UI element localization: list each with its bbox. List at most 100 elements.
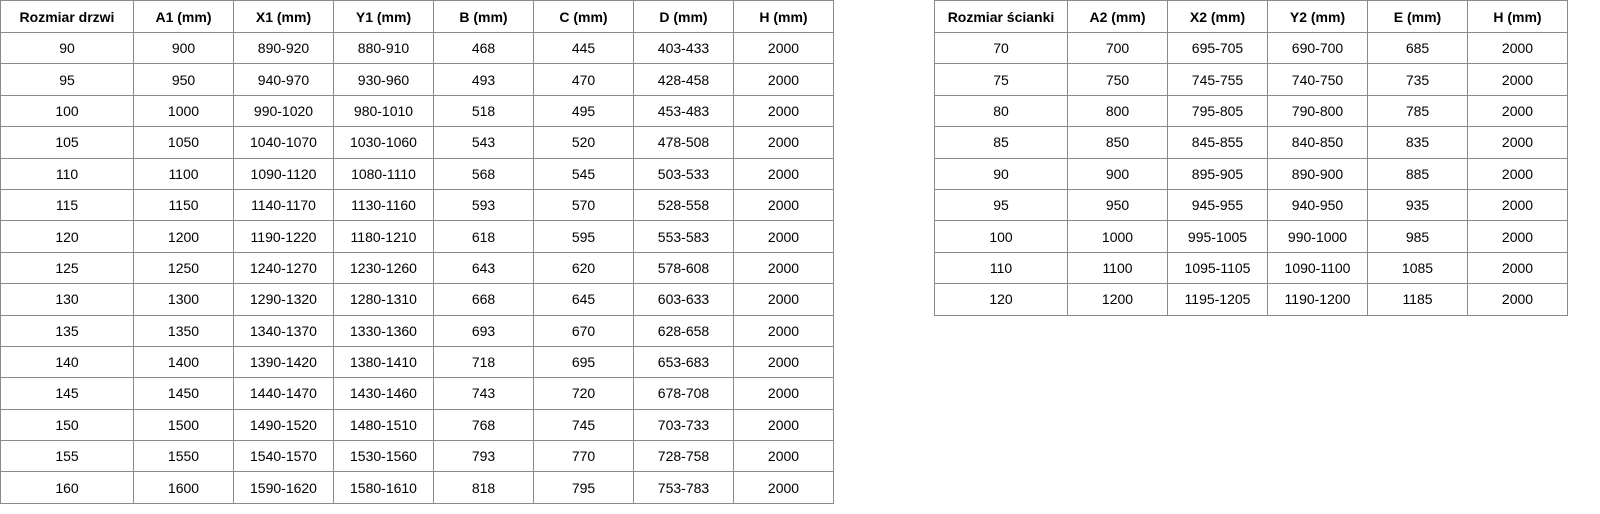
table-cell: 670 [533, 314, 634, 347]
table-cell: 2000 [1467, 283, 1568, 316]
table-cell: 468 [433, 31, 534, 65]
column-header: H (mm) [733, 0, 834, 33]
table-cell: 1095-1105 [1167, 251, 1268, 285]
table-cell: 2000 [1467, 188, 1568, 222]
table-cell: 150 [0, 408, 134, 442]
table-cell: 568 [433, 157, 534, 190]
table-cell: 2000 [1467, 126, 1568, 159]
table-cell: 768 [433, 408, 534, 442]
table-cell: 470 [533, 63, 634, 96]
table-cell: 770 [533, 440, 634, 473]
table-cell: 1090-1120 [233, 157, 334, 190]
table-cell: 985 [1367, 220, 1468, 253]
table-row: 70 700 695-705 690-700 685 2000 [934, 31, 1568, 65]
table-cell: 945-955 [1167, 188, 1268, 222]
table-cell: 1390-1420 [233, 345, 334, 379]
table-cell: 603-633 [633, 283, 734, 316]
table-cell: 645 [533, 283, 634, 316]
column-header: D (mm) [633, 0, 734, 33]
table-cell: 85 [934, 126, 1068, 159]
table-cell: 445 [533, 31, 634, 65]
table-cell: 2000 [733, 126, 834, 159]
table-row: 75 750 745-755 740-750 735 2000 [934, 63, 1568, 96]
table-cell: 840-850 [1267, 126, 1368, 159]
table-cell: 1440-1470 [233, 377, 334, 410]
table-row: 125 1250 1240-1270 1230-1260 643 620 578-608 20… [0, 251, 834, 285]
table-cell: 2000 [733, 377, 834, 410]
column-header: X2 (mm) [1167, 0, 1268, 33]
table-row: 80 800 795-805 790-800 785 2000 [934, 94, 1568, 128]
table-cell: 785 [1367, 94, 1468, 128]
table-cell: 1080-1110 [333, 157, 434, 190]
table-cell: 105 [0, 126, 134, 159]
table-cell: 495 [533, 94, 634, 128]
table-cell: 720 [533, 377, 634, 410]
table-cell: 2000 [733, 251, 834, 285]
table-cell: 1030-1060 [333, 126, 434, 159]
table-cell: 595 [533, 220, 634, 253]
column-header: Y1 (mm) [333, 0, 434, 33]
table-cell: 2000 [733, 314, 834, 347]
wall-size-table: Rozmiar ścianki A2 (mm) X2 (mm) Y2 (mm) E (m… [934, 0, 1568, 316]
table-cell: 678-708 [633, 377, 734, 410]
table-row: 85 850 845-855 840-850 835 2000 [934, 126, 1568, 159]
table-cell: 593 [433, 188, 534, 222]
table-cell: 950 [133, 63, 234, 96]
table-cell: 1430-1460 [333, 377, 434, 410]
table-cell: 685 [1367, 31, 1468, 65]
table-cell: 110 [934, 251, 1068, 285]
table-cell: 1590-1620 [233, 471, 334, 504]
table-cell: 745-755 [1167, 63, 1268, 96]
table-cell: 2000 [733, 408, 834, 442]
table-cell: 1330-1360 [333, 314, 434, 347]
table-cell: 703-733 [633, 408, 734, 442]
table-cell: 528-558 [633, 188, 734, 222]
table-cell: 795-805 [1167, 94, 1268, 128]
table-cell: 1500 [133, 408, 234, 442]
table-cell: 478-508 [633, 126, 734, 159]
table-cell: 653-683 [633, 345, 734, 379]
table-cell: 935 [1367, 188, 1468, 222]
table-cell: 1050 [133, 126, 234, 159]
table-cell: 620 [533, 251, 634, 285]
table-cell: 1200 [1067, 283, 1168, 316]
table-row: 90 900 890-920 880-910 468 445 403-433 2000 [0, 31, 834, 65]
table-cell: 503-533 [633, 157, 734, 190]
table-cell: 845-855 [1167, 126, 1268, 159]
table-cell: 980-1010 [333, 94, 434, 128]
table-row: 130 1300 1290-1320 1280-1310 668 645 603-633 20… [0, 283, 834, 316]
table-cell: 695 [533, 345, 634, 379]
table-cell: 885 [1367, 157, 1468, 190]
table-row: 105 1050 1040-1070 1030-1060 543 520 478-508 20… [0, 126, 834, 159]
table-cell: 428-458 [633, 63, 734, 96]
table-row: 120 1200 1195-1205 1190-1200 1185 2000 [934, 283, 1568, 316]
table-row: 145 1450 1440-1470 1430-1460 743 720 678-708 20… [0, 377, 834, 410]
table-cell: 2000 [733, 220, 834, 253]
table-cell: 2000 [733, 63, 834, 96]
table-cell: 155 [0, 440, 134, 473]
table-cell: 1100 [1067, 251, 1168, 285]
column-header: H (mm) [1467, 0, 1568, 33]
table-cell: 1190-1220 [233, 220, 334, 253]
table-cell: 628-658 [633, 314, 734, 347]
table-cell: 1090-1100 [1267, 251, 1368, 285]
column-header: B (mm) [433, 0, 534, 33]
table-row: 115 1150 1140-1170 1130-1160 593 570 528-558 20… [0, 188, 834, 222]
table-cell: 693 [433, 314, 534, 347]
table-row: 100 1000 990-1020 980-1010 518 495 453-483 2000 [0, 94, 834, 128]
table-cell: 120 [0, 220, 134, 253]
table-row: 110 1100 1090-1120 1080-1110 568 545 503-533 20… [0, 157, 834, 190]
table-cell: 850 [1067, 126, 1168, 159]
table-cell: 668 [433, 283, 534, 316]
table-cell: 940-950 [1267, 188, 1368, 222]
table-cell: 553-583 [633, 220, 734, 253]
table-row: 140 1400 1390-1420 1380-1410 718 695 653-683 20… [0, 345, 834, 379]
table-cell: 2000 [1467, 63, 1568, 96]
table-cell: 130 [0, 283, 134, 316]
table-cell: 2000 [1467, 220, 1568, 253]
table-cell: 940-970 [233, 63, 334, 96]
table-cell: 100 [934, 220, 1068, 253]
table-cell: 2000 [1467, 251, 1568, 285]
table-cell: 1450 [133, 377, 234, 410]
table-cell: 2000 [1467, 31, 1568, 65]
